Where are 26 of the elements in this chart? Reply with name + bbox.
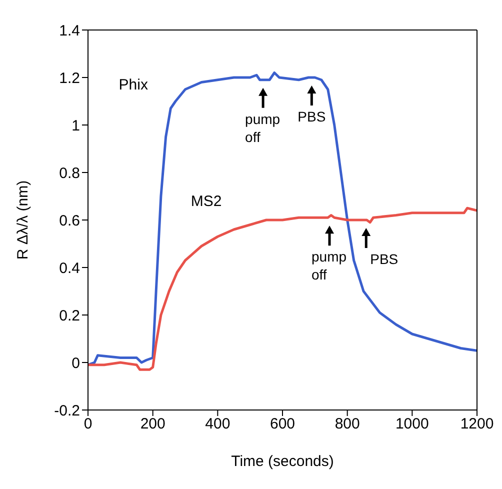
y-tick-label: 0.4 [59, 260, 80, 277]
y-tick-label: 0.2 [59, 307, 80, 324]
y-tick-label: 1 [72, 117, 80, 134]
y-axis-title: R Δλ/λ (nm) [14, 180, 32, 260]
series-label: MS2 [190, 192, 222, 210]
x-tick-label: 1200 [460, 416, 494, 433]
x-tick-label: 600 [270, 416, 296, 433]
y-tick-label: 0 [72, 354, 80, 372]
line-series [88, 206, 477, 371]
x-tick-label: 1000 [395, 416, 429, 433]
x-tick-label: 0 [84, 416, 92, 433]
line-series [88, 72, 477, 366]
series-label: Phix [118, 76, 148, 94]
annotation: pump off [312, 248, 347, 283]
y-tick-label: 1.4 [59, 22, 80, 40]
x-axis-title: Time (seconds) [231, 453, 334, 470]
y-tick-label: -0.2 [54, 402, 80, 420]
y-tick-label: 0.6 [59, 212, 80, 230]
x-tick-label: 800 [334, 416, 360, 433]
x-tick-label: 400 [205, 416, 230, 433]
annotation: PBS [370, 251, 398, 267]
annotation: PBS [298, 108, 326, 124]
x-tick-label: 200 [140, 416, 166, 433]
annotation: pump off [245, 110, 280, 145]
y-tick-label: 1.2 [59, 70, 80, 87]
y-tick-label: 0.8 [59, 164, 80, 182]
